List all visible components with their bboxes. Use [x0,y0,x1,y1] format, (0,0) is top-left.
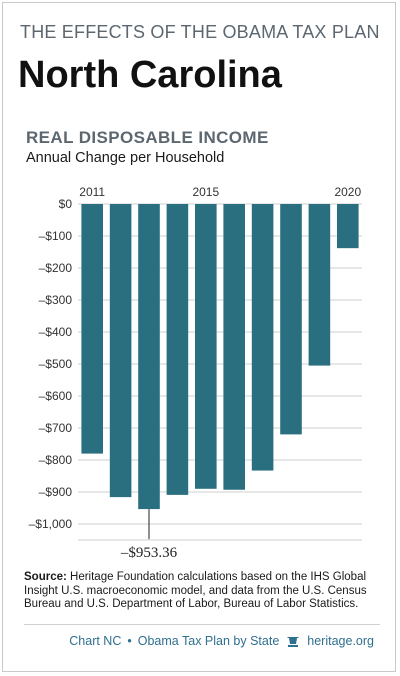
bar-2015 [195,204,217,489]
footer-separator: • [127,634,132,648]
source-label: Source: [24,571,67,583]
chart-title: REAL DISPOSABLE INCOME [26,128,269,147]
annotation-label: –$953.36 [120,545,178,561]
chart-subtitle: Annual Change per Household [26,150,225,166]
bar-2017 [251,204,274,471]
y-tick-label: –$500 [39,357,73,371]
bar-2019 [308,204,331,366]
y-tick-label: –$1,000 [29,517,73,531]
source-note: Source: Heritage Foundation calculations… [24,571,380,612]
y-tick-label: –$700 [39,421,73,435]
footer-chart-id: Chart NC [69,634,122,648]
footer-site-link[interactable]: heritage.org [307,634,374,648]
x-tick-label: 2011 [79,185,105,199]
heritage-bell-icon [287,637,300,647]
state-title: North Carolina [18,54,282,96]
x-tick-label: 2020 [334,185,361,199]
y-tick-label: –$800 [39,453,73,467]
footer-divider [24,624,380,625]
bar-2016 [223,204,245,490]
bar-chart: $0 –$100 –$200 –$300 –$400 –$500 –$600 –$700 –$8… [29,185,362,561]
kicker-title: THE EFFECTS OF THE OBAMA TAX PLAN [20,22,380,42]
bar-2020 [337,204,359,249]
bar-2011 [81,204,103,454]
footer: Chart NC • Obama Tax Plan by State herit… [69,634,374,648]
y-tick-label: –$600 [39,389,73,403]
chart-frame [2,2,396,672]
bar-2013 [138,204,160,510]
y-tick-label: –$200 [39,261,73,275]
bar-2018 [280,204,302,435]
bar-2012 [109,204,132,498]
footer-series: Obama Tax Plan by State [137,634,280,648]
y-tick-label: $0 [59,197,73,211]
bar-2014 [166,204,189,495]
source-text: Heritage Foundation calculations based o… [24,571,367,610]
y-tick-label: –$300 [39,293,73,307]
y-tick-label: –$400 [39,325,73,339]
y-tick-label: –$900 [39,485,73,499]
x-tick-label: 2015 [192,185,219,199]
y-tick-label: –$100 [39,229,73,243]
